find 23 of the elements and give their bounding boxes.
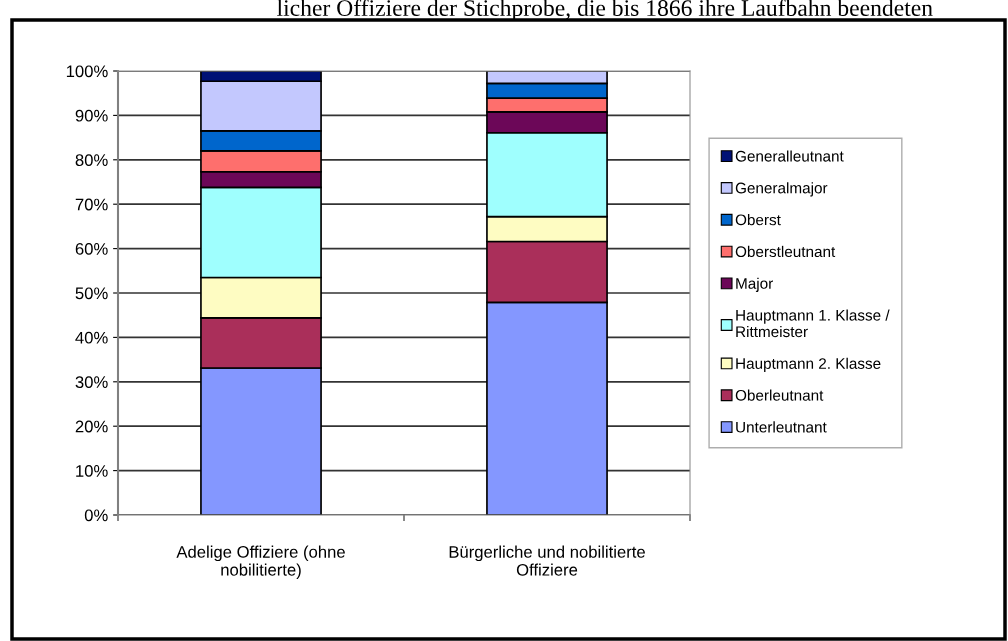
legend-label: Hauptmann 2. Klasse: [736, 357, 881, 372]
x-tick-label: Adelige Offiziere (ohne nobilitierte): [176, 545, 345, 580]
y-tick-label: 10%: [76, 465, 108, 477]
legend-label: Hauptmann 1. Klasse / Rittmeister: [736, 309, 890, 338]
legend-label: Oberstleutnant: [735, 245, 836, 258]
y-tick-label: 80%: [75, 154, 108, 166]
y-tick-label: 20%: [75, 420, 108, 433]
legend-label: Generalmajor: [735, 182, 828, 197]
y-tick-label: 50%: [75, 287, 108, 300]
legend-label: Oberleutnant: [735, 389, 824, 401]
legend-label: Oberst: [735, 214, 781, 226]
y-tick-label: 60%: [75, 243, 108, 255]
legend-label: Major: [736, 277, 773, 292]
y-tick-label: 100%: [66, 65, 108, 78]
y-tick-label: 40%: [75, 331, 108, 344]
y-tick-label: 0%: [84, 509, 108, 522]
legend-label: Unterleutnant: [736, 421, 827, 433]
y-tick-label: 90%: [75, 109, 108, 122]
y-tick-label: 30%: [75, 376, 108, 388]
legend-label: Generalleutnant: [735, 150, 844, 162]
x-tick-label: Bürgerliche und nobilitierte Offiziere: [449, 545, 645, 576]
chart-title: licher Offiziere der Stichprobe, die bis 1866 ihre Laufbahn beendeten: [277, 0, 933, 21]
y-tick-label: 70%: [75, 198, 108, 211]
